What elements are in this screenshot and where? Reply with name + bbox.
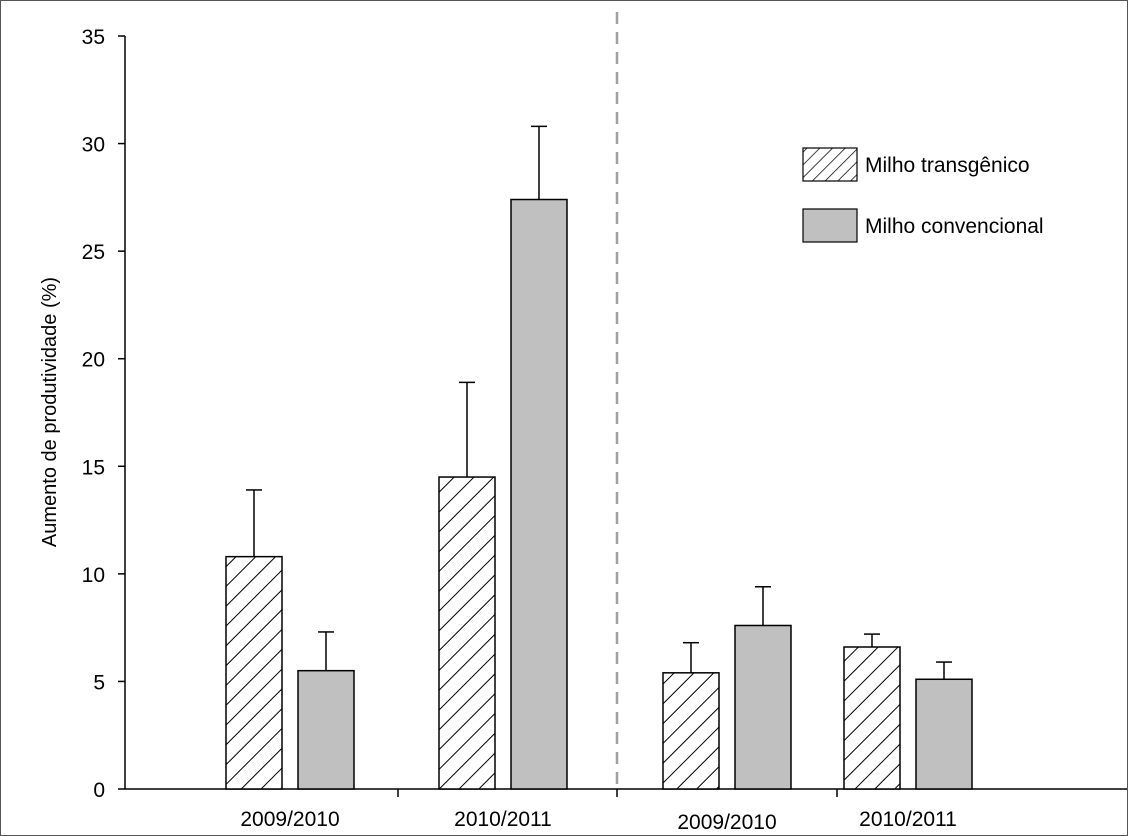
legend: Milho transgênico Milho convencional <box>802 147 1044 243</box>
x-axis: 2009/2010 2010/2011 2009/2010 2010/2011 <box>125 788 1127 834</box>
x-tick-label: 2010/2011 <box>454 808 552 831</box>
x-tick-label: 2009/2010 <box>240 808 339 831</box>
y-tick-label: 5 <box>93 671 105 694</box>
legend-label: Milho convencional <box>865 215 1044 238</box>
bar <box>734 624 792 790</box>
legend-swatch <box>802 208 858 243</box>
bar <box>662 672 720 790</box>
bar <box>297 669 355 790</box>
legend-label: Milho transgênico <box>865 154 1030 177</box>
y-tick-label: 35 <box>82 26 105 49</box>
x-tick-label: 2010/2011 <box>859 808 957 831</box>
y-tick-label: 20 <box>82 349 105 372</box>
bars <box>225 125 973 790</box>
y-tick-label: 0 <box>93 779 105 802</box>
bar <box>438 476 496 790</box>
bar <box>915 678 973 790</box>
y-tick-label: 15 <box>82 456 105 479</box>
bar <box>225 555 283 790</box>
bar <box>510 198 568 790</box>
y-tick-label: 10 <box>82 564 105 587</box>
y-tick-label: 30 <box>82 134 105 157</box>
y-axis-title: Aumento de produtividade (%) <box>39 277 61 547</box>
x-tick-label: 2009/2010 <box>677 811 776 834</box>
y-tick-label: 25 <box>82 241 105 264</box>
y-axis: 0 5 10 15 20 25 30 35 <box>82 26 126 802</box>
legend-swatch <box>802 147 858 182</box>
bar <box>843 646 901 790</box>
